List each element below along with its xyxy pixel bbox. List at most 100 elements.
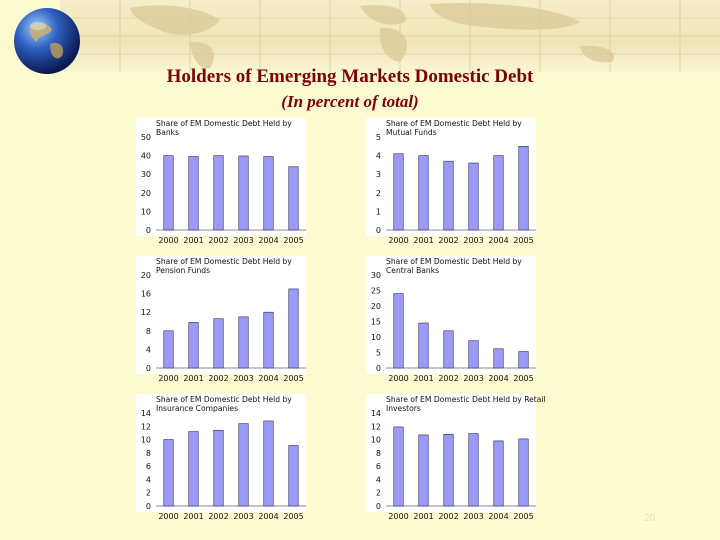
y-tick-label: 10 xyxy=(141,207,151,216)
world-map-banner xyxy=(60,0,720,72)
y-tick-label: 4 xyxy=(376,152,381,161)
x-tick-label: 2002 xyxy=(208,512,228,521)
x-tick-label: 2004 xyxy=(488,374,508,383)
y-tick-label: 0 xyxy=(146,502,151,511)
y-tick-label: 0 xyxy=(146,364,151,373)
x-tick-label: 2002 xyxy=(438,374,458,383)
bar xyxy=(188,431,199,507)
bar xyxy=(188,322,199,369)
bar xyxy=(468,340,479,369)
x-tick-label: 2002 xyxy=(208,236,228,245)
y-tick-label: 12 xyxy=(371,422,381,431)
y-tick-label: 0 xyxy=(146,226,151,235)
y-tick-label: 4 xyxy=(146,475,151,484)
x-tick-label: 2005 xyxy=(513,374,533,383)
globe-logo xyxy=(14,8,80,74)
bar xyxy=(468,433,479,507)
y-tick-label: 8 xyxy=(146,449,151,458)
chart-title: Share of EM Domestic Debt Held by Centra… xyxy=(386,257,522,275)
bar xyxy=(443,160,454,231)
bar xyxy=(418,434,429,507)
x-tick-label: 2001 xyxy=(183,236,203,245)
x-tick-label: 2004 xyxy=(488,512,508,521)
y-tick-label: 20 xyxy=(371,302,381,311)
y-tick-label: 30 xyxy=(371,271,381,280)
bar xyxy=(213,429,224,507)
x-tick-label: 2005 xyxy=(283,512,303,521)
y-tick-label: 2 xyxy=(376,489,381,498)
bar xyxy=(238,316,249,369)
y-tick-label: 8 xyxy=(376,449,381,458)
chart-title: Share of EM Domestic Debt Held by Mutual… xyxy=(386,119,522,137)
y-tick-label: 20 xyxy=(141,271,151,280)
y-tick-label: 0 xyxy=(376,364,381,373)
bar xyxy=(213,155,224,231)
x-tick-label: 2003 xyxy=(233,236,253,245)
bar-chart-banks: 0 10 20 30 40 50 2000 2001 2002 2003 2004 2005 xyxy=(141,133,306,245)
bar xyxy=(263,156,274,231)
y-tick-label: 2 xyxy=(146,489,151,498)
chart-title: Share of EM Domestic Debt Held by Retail… xyxy=(386,395,546,413)
bar xyxy=(163,330,174,369)
chart-panel-pension-funds: Share of EM Domestic Debt Held by Pensio… xyxy=(136,256,306,383)
x-tick-label: 2002 xyxy=(438,236,458,245)
chart-title: Share of EM Domestic Debt Held by Insura… xyxy=(156,395,292,413)
bar xyxy=(288,445,299,507)
y-tick-label: 4 xyxy=(376,475,381,484)
y-tick-label: 10 xyxy=(371,436,381,445)
y-tick-label: 5 xyxy=(376,133,381,142)
x-tick-label: 2003 xyxy=(233,512,253,521)
x-tick-label: 2003 xyxy=(463,512,483,521)
bar-chart-central-banks: 0 5 10 15 20 25 30 2000 2001 2002 2003 2004 2005 xyxy=(371,271,536,383)
x-tick-label: 2000 xyxy=(158,512,178,521)
bar xyxy=(238,155,249,231)
y-tick-label: 25 xyxy=(371,287,381,296)
y-tick-label: 14 xyxy=(371,409,381,418)
x-tick-label: 2001 xyxy=(413,236,433,245)
y-tick-label: 10 xyxy=(371,333,381,342)
bar xyxy=(213,318,224,369)
bar xyxy=(263,311,274,369)
x-tick-label: 2004 xyxy=(488,236,508,245)
y-tick-label: 10 xyxy=(141,436,151,445)
chart-panel-insurance-companies: Share of EM Domestic Debt Held by Insura… xyxy=(136,394,306,521)
y-tick-label: 6 xyxy=(376,462,381,471)
y-tick-label: 0 xyxy=(376,502,381,511)
bar xyxy=(418,155,429,231)
y-tick-label: 8 xyxy=(146,327,151,336)
bar xyxy=(238,423,249,507)
bar xyxy=(163,439,174,507)
bar xyxy=(163,155,174,231)
x-tick-label: 2005 xyxy=(513,512,533,521)
x-tick-label: 2004 xyxy=(258,236,278,245)
x-tick-label: 2000 xyxy=(158,374,178,383)
bar xyxy=(518,351,529,369)
bar xyxy=(493,440,504,507)
chart-panel-central-banks: Share of EM Domestic Debt Held by Centra… xyxy=(366,256,536,383)
x-tick-label: 2000 xyxy=(388,236,408,245)
chart-title: Share of EM Domestic Debt Held by Pensio… xyxy=(156,257,292,275)
y-tick-label: 6 xyxy=(146,462,151,471)
bar xyxy=(493,348,504,369)
y-tick-label: 15 xyxy=(371,318,381,327)
x-tick-label: 2001 xyxy=(413,374,433,383)
chart-title: Share of EM Domestic Debt Held by Banks xyxy=(156,119,292,137)
y-tick-label: 14 xyxy=(141,409,151,418)
x-tick-label: 2005 xyxy=(283,374,303,383)
bar-chart-mutual-funds: 0 1 2 3 4 5 2000 2001 2002 2003 2004 2005 xyxy=(376,133,536,245)
x-tick-label: 2001 xyxy=(183,512,203,521)
bar xyxy=(443,433,454,507)
y-tick-label: 4 xyxy=(146,345,151,354)
y-tick-label: 5 xyxy=(376,349,381,358)
bar xyxy=(518,145,529,231)
bar xyxy=(493,155,504,231)
chart-panel-retail-investors: Share of EM Domestic Debt Held by Retail… xyxy=(366,394,546,521)
x-tick-label: 2004 xyxy=(258,374,278,383)
bar xyxy=(393,293,404,369)
bar xyxy=(468,162,479,231)
chart-panel-banks: Share of EM Domestic Debt Held by Banks … xyxy=(136,118,306,245)
bar-chart-retail-investors: 0 2 4 6 8 10 12 14 2000 2001 2002 2003 2004 2005 xyxy=(371,409,536,521)
x-tick-label: 2002 xyxy=(208,374,228,383)
x-tick-label: 2001 xyxy=(413,512,433,521)
bar xyxy=(418,322,429,369)
